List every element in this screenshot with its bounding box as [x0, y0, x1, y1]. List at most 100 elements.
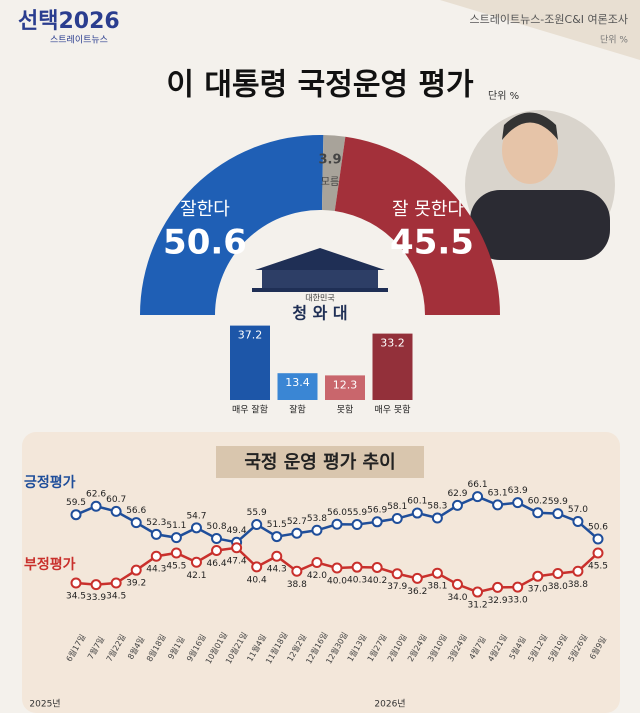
point-label: 38.8	[568, 580, 588, 590]
point	[311, 557, 323, 569]
series-name: 긍정평가	[24, 474, 76, 491]
point	[130, 564, 142, 576]
point	[190, 522, 202, 534]
pie-slice	[321, 135, 346, 212]
point-label: 63.1	[488, 488, 508, 498]
slice-value: 45.5	[390, 223, 474, 263]
brand: 선택2026	[18, 9, 120, 34]
unit: 단위 %	[600, 35, 628, 46]
bar-label: 매우 못함	[375, 405, 411, 416]
point-label: 66.1	[468, 480, 488, 490]
point	[592, 533, 604, 545]
bar-label: 잘함	[289, 404, 306, 416]
point-label: 42.0	[307, 571, 327, 581]
point	[391, 513, 403, 525]
bar-value: 12.3	[333, 378, 358, 391]
point	[391, 568, 403, 580]
trend-panel	[22, 432, 620, 713]
point-label: 38.0	[548, 582, 568, 592]
point-label: 62.6	[86, 490, 106, 500]
point	[351, 561, 363, 573]
bar	[372, 333, 413, 400]
point-label: 44.3	[146, 565, 166, 575]
point	[532, 507, 544, 519]
point-label: 34.0	[447, 593, 467, 603]
slice-value: 3.9	[318, 153, 341, 168]
point-label: 58.3	[427, 501, 447, 511]
point-label: 31.2	[468, 601, 488, 611]
emblem-shape	[252, 248, 388, 292]
point-label: 63.9	[508, 486, 528, 496]
point-label: 40.3	[347, 576, 367, 586]
point-label: 55.9	[347, 508, 367, 518]
point	[251, 519, 263, 531]
bar-value: 37.2	[238, 329, 263, 342]
year-label: 2026년	[374, 699, 405, 710]
point	[572, 565, 584, 577]
point	[492, 581, 504, 593]
point-label: 40.2	[367, 576, 387, 586]
point	[572, 516, 584, 528]
corner-deco	[440, 0, 640, 60]
series-name: 부정평가	[24, 556, 76, 573]
point	[532, 570, 544, 582]
point-label: 54.7	[186, 511, 206, 521]
point	[231, 542, 243, 554]
point	[512, 581, 524, 593]
point	[371, 516, 383, 528]
bar-label: 매우 잘함	[232, 404, 268, 416]
point	[331, 562, 343, 574]
point-label: 46.4	[207, 559, 227, 569]
point	[472, 491, 484, 503]
year-label: 2025년	[29, 699, 60, 710]
point	[451, 578, 463, 590]
point	[170, 532, 182, 544]
point	[90, 500, 102, 512]
point	[371, 561, 383, 573]
title: 이 대통령 국정운영 평가	[166, 68, 474, 103]
point-label: 56.6	[126, 506, 146, 516]
brand-sub: 스트레이트뉴스	[50, 35, 108, 46]
point-label: 37.9	[387, 582, 407, 592]
point-label: 40.0	[327, 577, 347, 587]
point-label: 50.8	[207, 522, 227, 532]
point-label: 53.8	[307, 514, 327, 524]
trend-title-box	[216, 446, 424, 478]
bar	[277, 373, 318, 400]
point	[90, 579, 102, 591]
point-label: 47.4	[227, 556, 247, 566]
point-label: 45.5	[166, 561, 186, 571]
point-label: 44.3	[267, 565, 287, 575]
point	[331, 518, 343, 530]
point	[351, 519, 363, 531]
emblem-top: 대한민국	[305, 293, 334, 303]
pie: 잘한다 50.6 모름 3.9 잘 못한다 45.5	[140, 135, 501, 315]
bar	[230, 325, 270, 400]
point	[472, 586, 484, 598]
point	[492, 499, 504, 511]
point-label: 52.3	[146, 518, 166, 528]
point-label: 37.0	[528, 585, 548, 595]
point-label: 34.5	[66, 592, 86, 602]
trend-title: 국정 운영 평가 추이	[244, 452, 395, 473]
bar-label: 못함	[337, 405, 354, 416]
point	[431, 512, 443, 524]
point	[211, 532, 223, 544]
photo	[465, 110, 615, 260]
point	[271, 531, 283, 543]
point-label: 60.7	[106, 495, 126, 505]
point	[512, 497, 524, 509]
bar-value: 13.4	[285, 376, 310, 389]
point	[211, 545, 223, 557]
point	[70, 577, 82, 589]
point-label: 59.9	[548, 497, 568, 507]
bar	[325, 375, 365, 400]
point-label: 51.5	[267, 520, 287, 530]
slice-value: 50.6	[163, 223, 247, 263]
point	[271, 550, 283, 562]
point	[130, 517, 142, 529]
point-label: 55.9	[247, 508, 267, 518]
point-label: 62.9	[447, 489, 467, 499]
emblem: 청 와 대	[292, 304, 347, 323]
